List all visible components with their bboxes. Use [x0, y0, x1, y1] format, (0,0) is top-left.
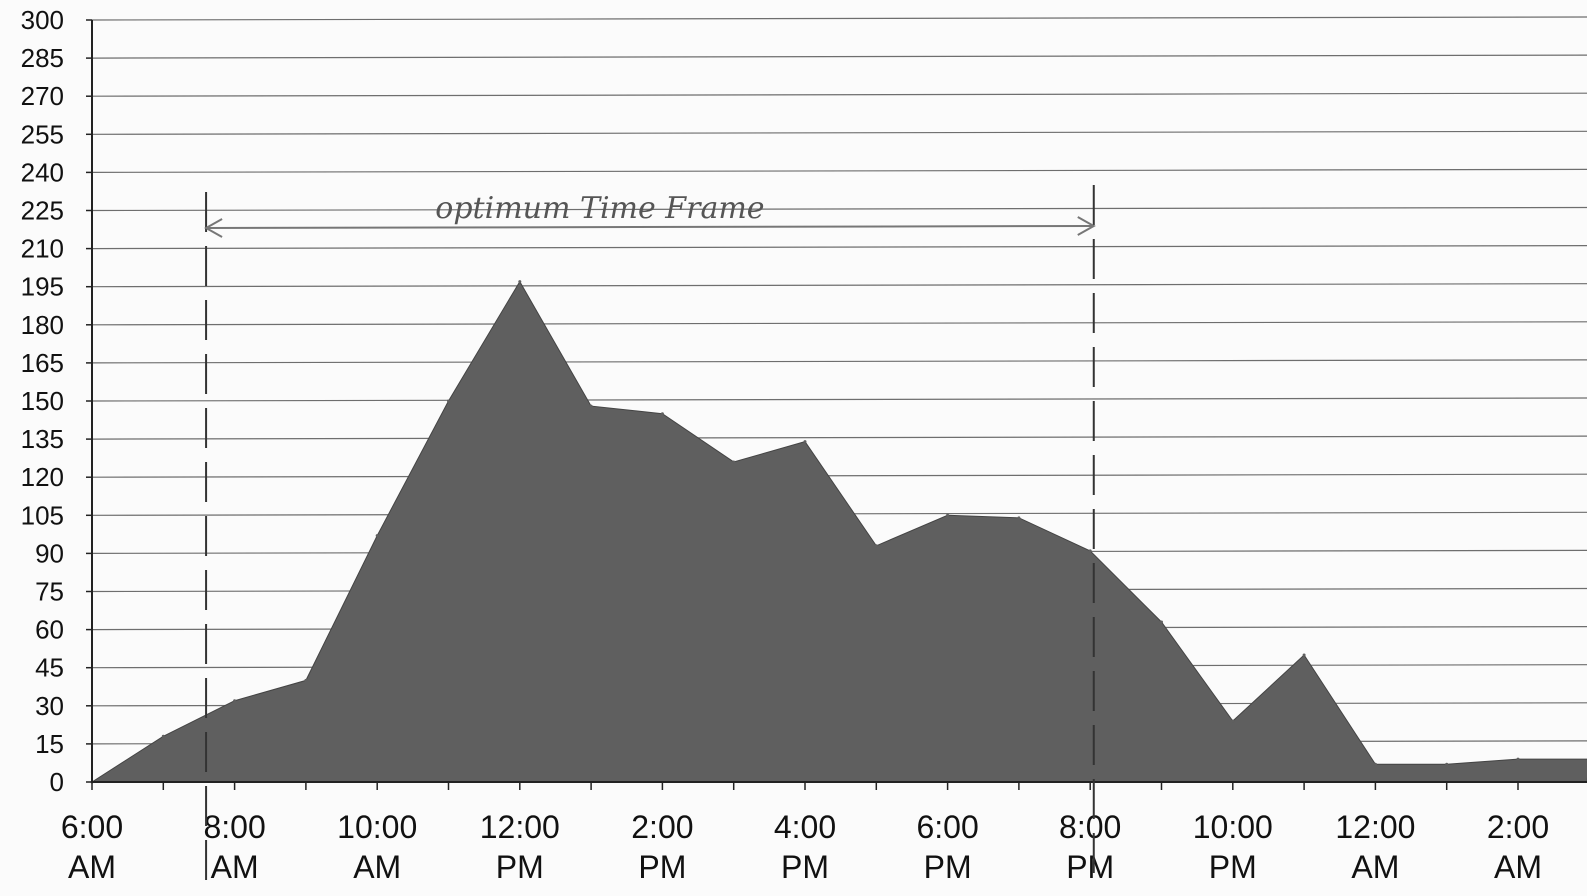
gridline — [91, 168, 1587, 173]
y-axis-ticks: 0 15 30 45 60 75 90 105 120 135 150 165 180 195 210 225… — [21, 5, 92, 797]
y-tick-label: 210 — [21, 234, 64, 264]
x-tick-label: 10:00 AM — [337, 809, 417, 885]
gridline — [91, 245, 1587, 250]
data-point — [375, 534, 379, 538]
gridlines — [91, 16, 1587, 783]
x-tick-label-time: 2:00 — [1487, 809, 1549, 845]
gridline — [91, 359, 1587, 364]
gridline — [91, 321, 1587, 326]
x-tick-label-period: AM — [353, 849, 401, 885]
data-point — [1302, 653, 1306, 657]
x-tick-label-period: PM — [496, 849, 544, 885]
y-tick-label: 30 — [35, 691, 64, 721]
data-point — [803, 440, 807, 444]
y-tick-label: 195 — [21, 272, 64, 302]
x-tick-label-time: 8:00 — [1059, 809, 1121, 845]
x-tick-label: 6:00 PM — [916, 809, 978, 885]
gridline — [91, 473, 1587, 478]
x-tick-label-period: AM — [1351, 849, 1399, 885]
y-tick-label: 90 — [35, 538, 64, 568]
time-frame-arrow — [206, 225, 1094, 229]
data-point — [304, 678, 308, 682]
gridline — [91, 92, 1587, 97]
y-tick-label: 0 — [50, 767, 64, 797]
data-point — [1017, 516, 1021, 520]
x-tick-label-time: 8:00 — [203, 809, 265, 845]
x-tick-label-time: 10:00 — [337, 809, 417, 845]
gridline — [91, 397, 1587, 402]
y-tick-label: 180 — [21, 310, 64, 340]
data-point — [660, 412, 664, 416]
data-point — [732, 460, 736, 464]
x-tick-label-period: PM — [1066, 849, 1114, 885]
data-point — [1088, 549, 1092, 553]
x-tick-label-time: 10:00 — [1193, 809, 1273, 845]
data-point — [1516, 757, 1520, 761]
x-tick-label-period: PM — [924, 849, 972, 885]
y-tick-label: 15 — [35, 729, 64, 759]
x-axis-ticks: 6:00AM8:00AM10:00AM12:00PM2:00PM4:00PM6:… — [61, 782, 1549, 885]
data-point — [1445, 762, 1449, 766]
x-tick-label-period: PM — [781, 849, 829, 885]
y-tick-label: 255 — [21, 119, 64, 149]
data-point — [1373, 762, 1377, 766]
gridline — [91, 283, 1587, 288]
data-point — [874, 544, 878, 548]
x-tick-label: 8:00 AM — [203, 809, 265, 885]
gridline — [91, 16, 1587, 21]
data-point — [447, 399, 450, 403]
arrow-head-left — [204, 218, 223, 238]
y-tick-label: 270 — [21, 81, 64, 111]
data-point — [233, 699, 237, 703]
data-point — [518, 280, 522, 284]
data-point — [946, 513, 950, 517]
x-tick-label: 2:00 AM — [1487, 809, 1549, 885]
x-tick-label-period: PM — [1209, 849, 1257, 885]
x-tick-label: 4:00 PM — [774, 809, 836, 885]
arrow-head-right — [1077, 216, 1096, 236]
x-tick-label-time: 12:00 — [480, 809, 560, 845]
x-tick-label: 6:00 AM — [61, 809, 123, 885]
data-point — [589, 404, 593, 408]
data-point — [1160, 620, 1163, 624]
x-tick-label-time: 12:00 — [1335, 809, 1415, 845]
y-tick-label: 285 — [21, 43, 64, 73]
annotation-label: optimum Time Frame — [435, 191, 764, 226]
x-tick-label-period: PM — [638, 849, 686, 885]
data-point — [1231, 719, 1235, 723]
x-tick-label-time: 6:00 — [916, 809, 978, 845]
y-tick-label: 150 — [21, 386, 64, 416]
area-series-fill — [90, 280, 1587, 783]
y-tick-label: 300 — [21, 5, 64, 35]
y-tick-label: 225 — [21, 196, 64, 226]
optimum-time-frame-annotation: optimum Time Frame — [204, 185, 1096, 885]
y-tick-label: 135 — [21, 424, 64, 454]
x-tick-label: 12:00 PM — [480, 809, 560, 885]
x-tick-label: 2:00 PM — [631, 809, 693, 885]
x-tick-label-time: 2:00 — [631, 809, 693, 845]
x-tick-label-time: 6:00 — [61, 809, 123, 845]
gridline — [91, 435, 1587, 440]
y-tick-label: 240 — [21, 157, 64, 187]
area-series — [90, 280, 1587, 784]
x-tick-label: 12:00 AM — [1335, 809, 1415, 885]
x-tick-label: 10:00 PM — [1193, 809, 1273, 885]
x-tick-label-period: AM — [68, 849, 116, 885]
y-tick-label: 165 — [21, 348, 64, 378]
y-tick-label: 45 — [35, 653, 64, 683]
x-tick-label: 8:00 PM — [1059, 809, 1121, 885]
y-tick-label: 75 — [35, 577, 64, 607]
gridline — [91, 54, 1587, 59]
x-tick-label-time: 4:00 — [774, 809, 836, 845]
x-tick-label-period: AM — [211, 849, 259, 885]
x-tick-label-period: AM — [1494, 849, 1542, 885]
data-point — [161, 734, 165, 738]
y-tick-label: 105 — [21, 500, 64, 530]
y-tick-label: 120 — [21, 462, 64, 492]
y-tick-label: 60 — [35, 615, 64, 645]
gridline — [91, 130, 1587, 135]
gridline — [91, 206, 1587, 212]
